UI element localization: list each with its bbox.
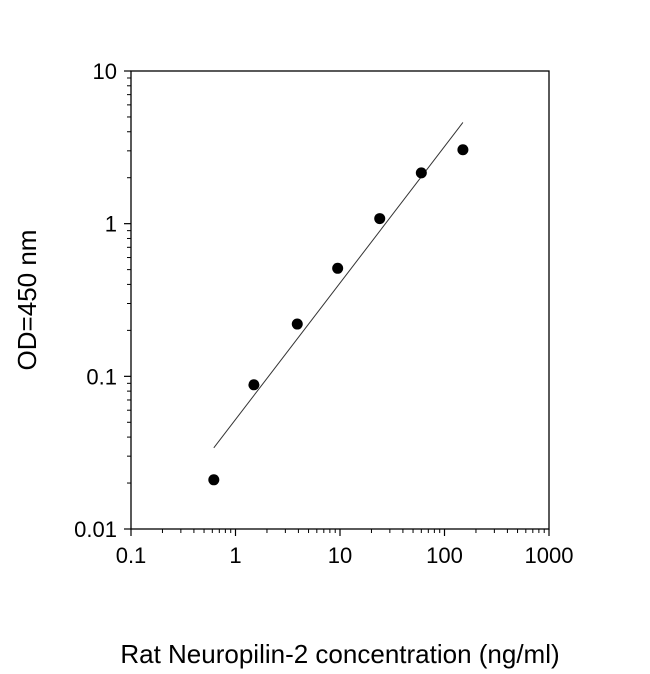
y-axis-title: OD=450 nm <box>12 230 42 371</box>
data-point <box>248 379 260 391</box>
data-point <box>374 213 386 225</box>
data-point <box>415 167 427 179</box>
y-tick-label: 1 <box>105 212 117 237</box>
x-tick-label: 10 <box>328 543 352 568</box>
y-tick-label: 10 <box>93 59 117 84</box>
data-point <box>457 144 469 156</box>
data-point <box>332 262 344 274</box>
plot-area-frame <box>130 70 550 530</box>
x-tick-label: 1 <box>229 543 241 568</box>
x-tick-label: 0.1 <box>116 543 147 568</box>
x-tick-label: 1000 <box>525 543 574 568</box>
x-axis-title: Rat Neuropilin-2 concentration (ng/ml) <box>120 639 559 669</box>
data-point <box>291 318 303 330</box>
y-tick-label: 0.01 <box>74 517 117 542</box>
data-point <box>208 474 220 486</box>
x-tick-label: 100 <box>426 543 463 568</box>
y-tick-label: 0.1 <box>86 364 117 389</box>
